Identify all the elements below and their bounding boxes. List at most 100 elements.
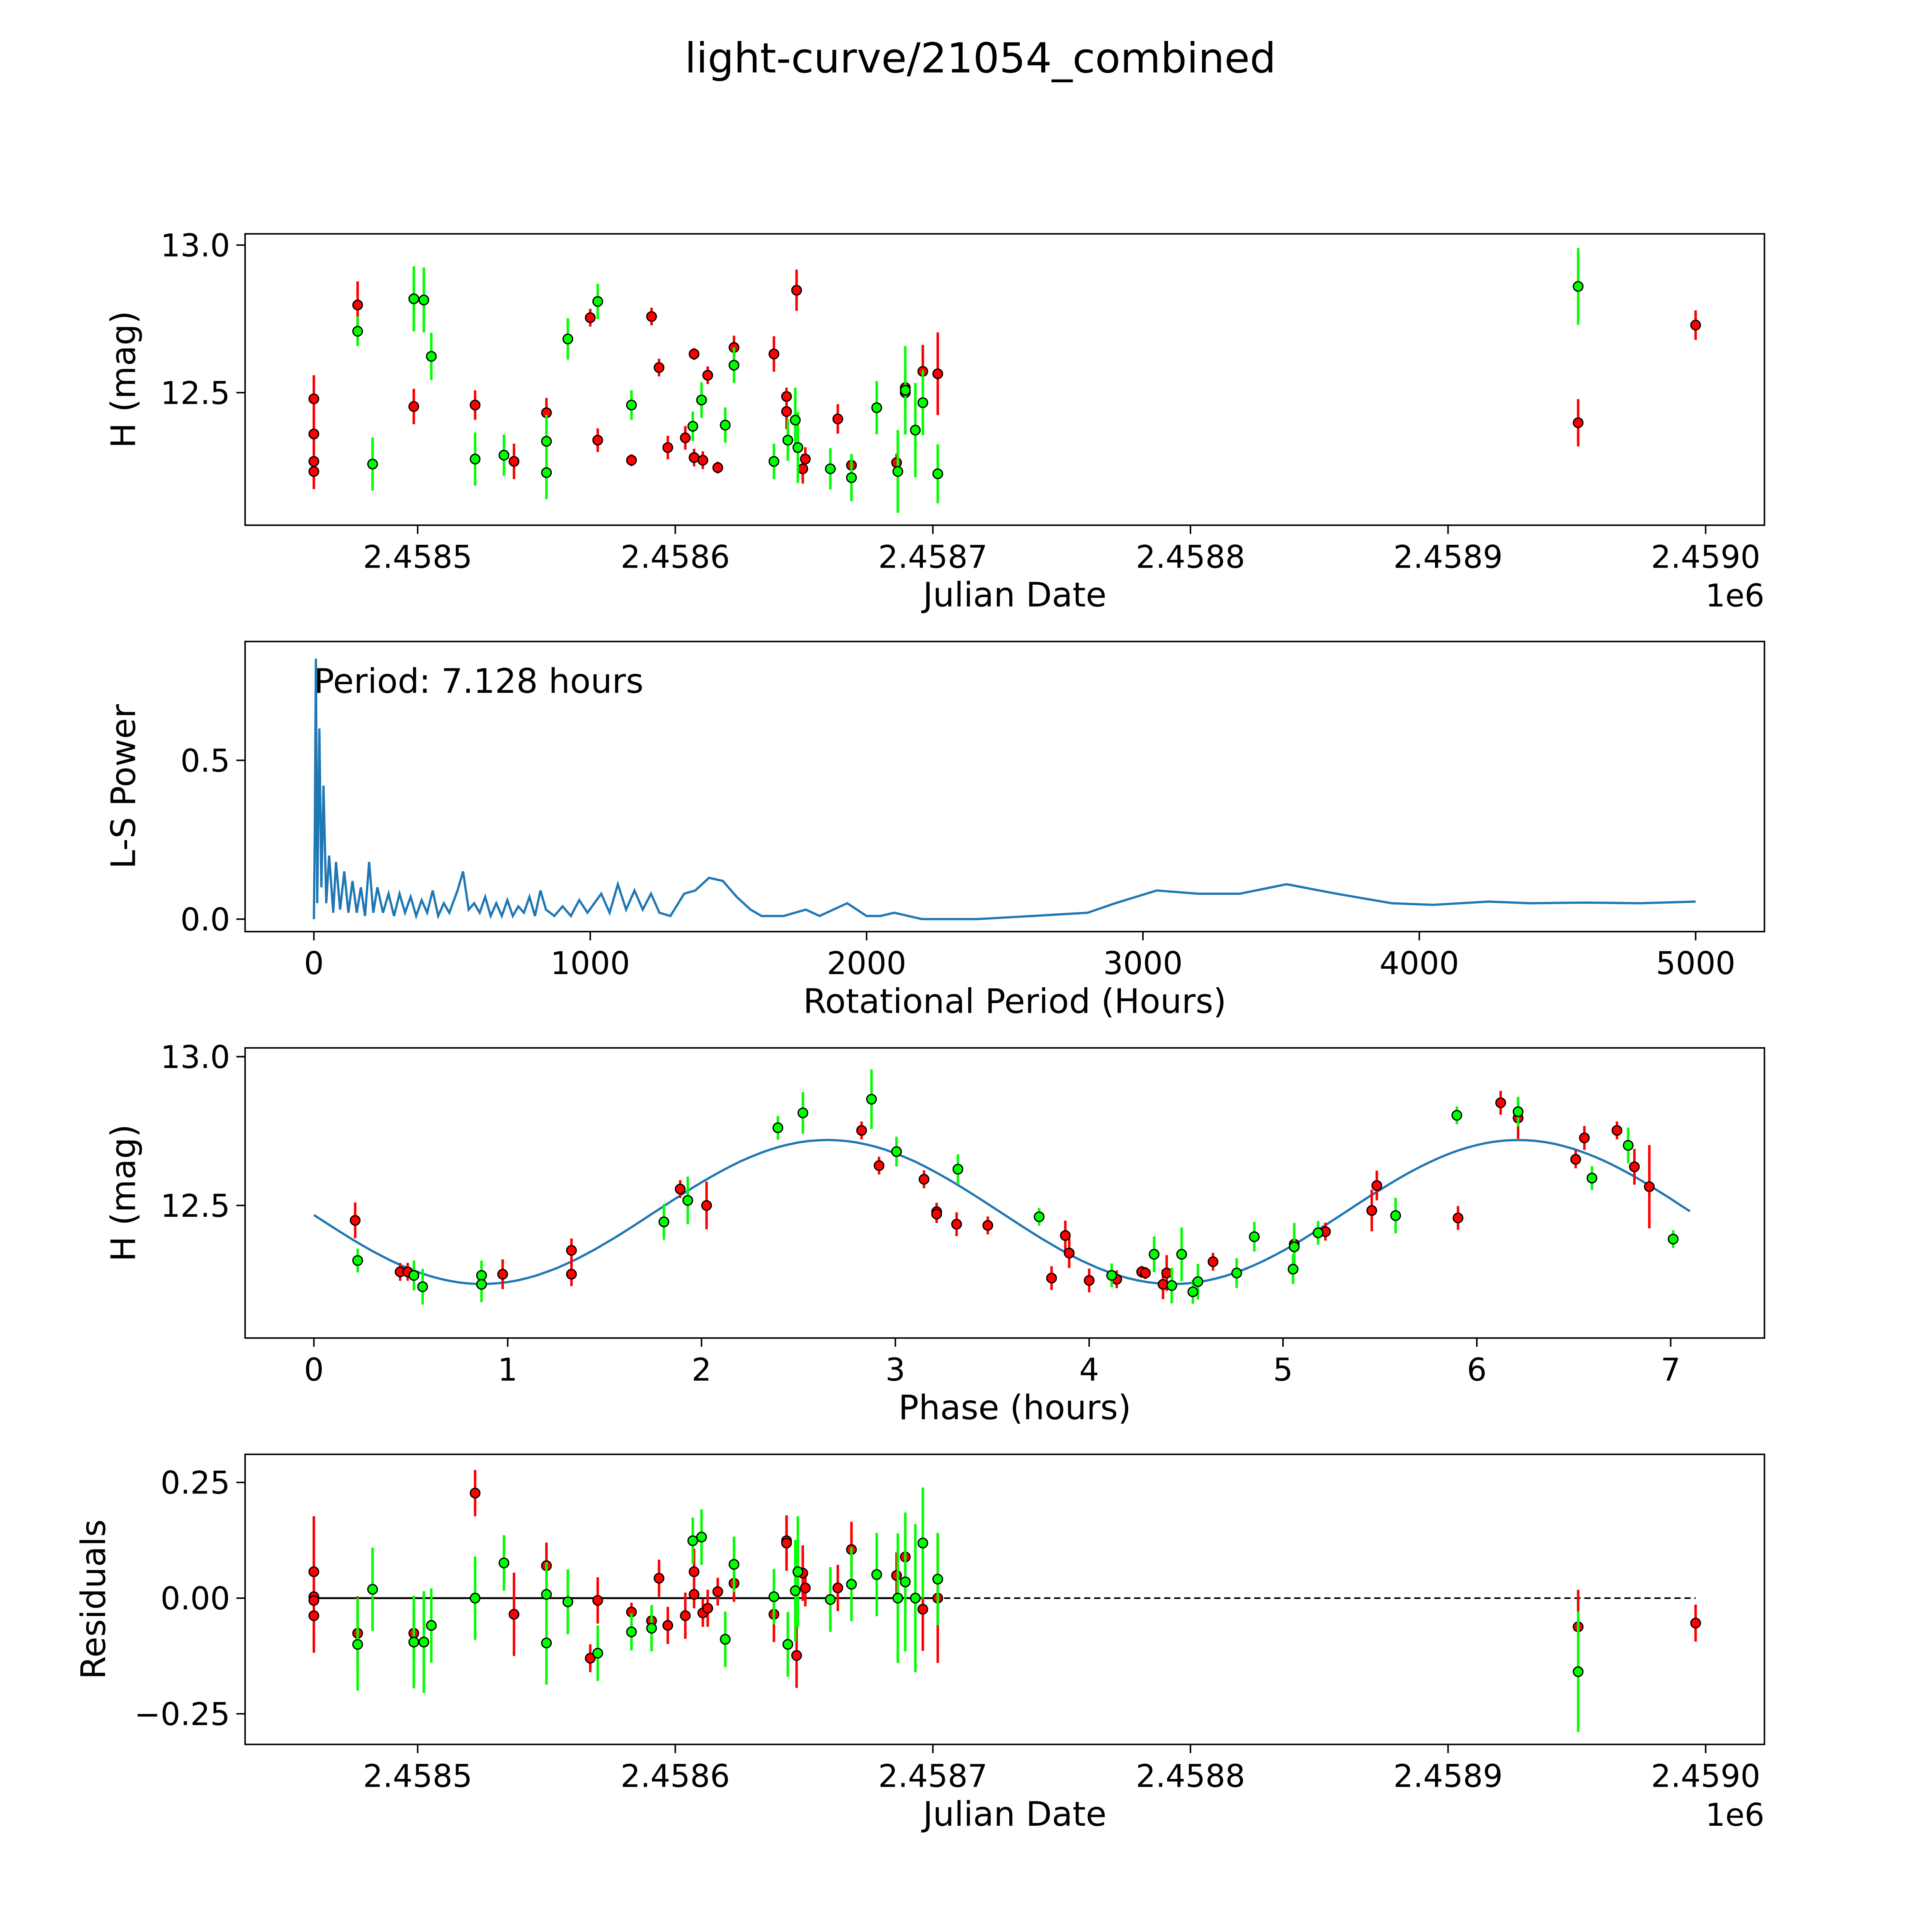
data-point-red (509, 456, 520, 467)
data-point-red (689, 1589, 700, 1600)
data-point-green (696, 1531, 707, 1543)
data-point-green (782, 1639, 793, 1650)
data-point-red (689, 452, 700, 463)
data-point-red (566, 1245, 577, 1256)
data-point-green (352, 1639, 363, 1650)
data-point-red (1579, 1132, 1590, 1143)
data-point-red (308, 1610, 320, 1621)
data-point-green (871, 1569, 882, 1580)
data-point-red (680, 1610, 691, 1621)
axes-frame (244, 1453, 1765, 1745)
data-point-green (790, 1585, 801, 1596)
data-point-green (728, 1559, 740, 1570)
data-point-green (562, 1596, 573, 1607)
data-point-red (874, 1160, 884, 1171)
data-point-green (1106, 1270, 1117, 1281)
y-tick-label: −0.25 (134, 1696, 230, 1733)
data-point-green (498, 1558, 510, 1568)
data-point-green (1512, 1106, 1524, 1117)
y-axis-label: H (mag) (104, 311, 143, 448)
y-tick-label: 12.5 (160, 375, 230, 412)
x-offset-label: 1e6 (1706, 1797, 1765, 1833)
x-tick-label: 0 (304, 1352, 324, 1388)
data-point-red (800, 1582, 811, 1594)
data-point-red (408, 401, 419, 412)
data-point-green (768, 1591, 779, 1602)
data-point-red (1573, 417, 1584, 429)
data-point-green (728, 360, 740, 371)
data-point-red (702, 1603, 713, 1614)
data-point-green (1187, 1286, 1199, 1298)
data-point-red (689, 349, 700, 360)
data-point-red (781, 391, 792, 402)
data-point-green (825, 1594, 836, 1605)
data-point-red (1083, 1275, 1095, 1286)
data-point-green (687, 421, 698, 432)
y-tick-label: 0.25 (160, 1465, 230, 1502)
data-point-red (697, 455, 708, 466)
data-point-red (308, 1595, 320, 1606)
data-point-green (1668, 1233, 1679, 1245)
data-point-green (719, 420, 731, 431)
data-point-green (900, 1577, 911, 1587)
x-tick-label: 1000 (551, 946, 630, 982)
data-point-red (856, 1125, 867, 1136)
data-point-green (696, 395, 707, 406)
data-point-green (626, 1626, 637, 1638)
data-point-green (498, 450, 510, 461)
data-point-red (1690, 1617, 1701, 1629)
data-point-green (910, 1593, 921, 1604)
data-point-green (352, 326, 363, 337)
x-tick-label: 2.4585 (363, 539, 472, 575)
y-tick-label: 13.0 (160, 1039, 230, 1076)
data-point-green (367, 1584, 378, 1595)
data-point-red (791, 1650, 802, 1661)
data-point-red (917, 1604, 929, 1615)
axes-frame (244, 1047, 1765, 1339)
data-point-red (781, 406, 792, 417)
x-tick-label: 0 (304, 946, 324, 982)
x-tick-label: 5 (1273, 1352, 1293, 1388)
data-point-green (1176, 1249, 1187, 1260)
data-point-green (682, 1195, 693, 1206)
data-point-red (585, 312, 596, 323)
data-point-red (469, 1488, 481, 1499)
data-point-green (932, 468, 943, 480)
data-point-green (790, 415, 801, 426)
x-offset-label: 1e6 (1706, 578, 1765, 614)
data-point-green (408, 1270, 420, 1281)
x-tick-label: 2.4588 (1136, 539, 1245, 575)
data-point-green (592, 1648, 603, 1659)
data-point-red (932, 368, 943, 379)
x-tick-label: 6 (1467, 1352, 1486, 1388)
data-point-red (918, 1174, 930, 1185)
data-point-red (626, 455, 637, 466)
data-point-green (782, 435, 793, 446)
data-point-red (832, 413, 844, 425)
data-point-green (917, 1537, 929, 1549)
data-point-green (1390, 1210, 1401, 1221)
data-point-red (891, 1570, 902, 1581)
data-point-green (658, 1216, 670, 1228)
x-tick-label: 2.4587 (878, 1759, 988, 1795)
data-point-red (800, 454, 811, 464)
y-tick-label: 13.0 (160, 228, 230, 264)
data-point-green (1573, 1666, 1584, 1677)
data-point-green (1148, 1249, 1160, 1260)
y-tick-label: 0.00 (160, 1581, 230, 1617)
data-point-green (1287, 1264, 1299, 1275)
data-point-green (418, 294, 429, 306)
residuals-panel: 2.4585 2.4586 2.4587 2.4588 2.4589 2.4590 0.25… (74, 1453, 1765, 1834)
x-tick-label: 4000 (1379, 946, 1459, 982)
data-point-green (917, 397, 929, 408)
data-point-red (1690, 320, 1701, 331)
x-tick-label: 2.4588 (1136, 1759, 1245, 1795)
data-point-red (1570, 1154, 1581, 1165)
x-tick-label: 5000 (1656, 946, 1735, 982)
data-point-green (592, 296, 603, 307)
light-curve-panel: 2.4585 2.4586 2.4587 2.4588 2.4589 2.4590 12.5… (104, 228, 1765, 615)
data-point-green (1622, 1140, 1634, 1151)
data-point-red (768, 349, 779, 360)
data-point-red (566, 1269, 577, 1280)
